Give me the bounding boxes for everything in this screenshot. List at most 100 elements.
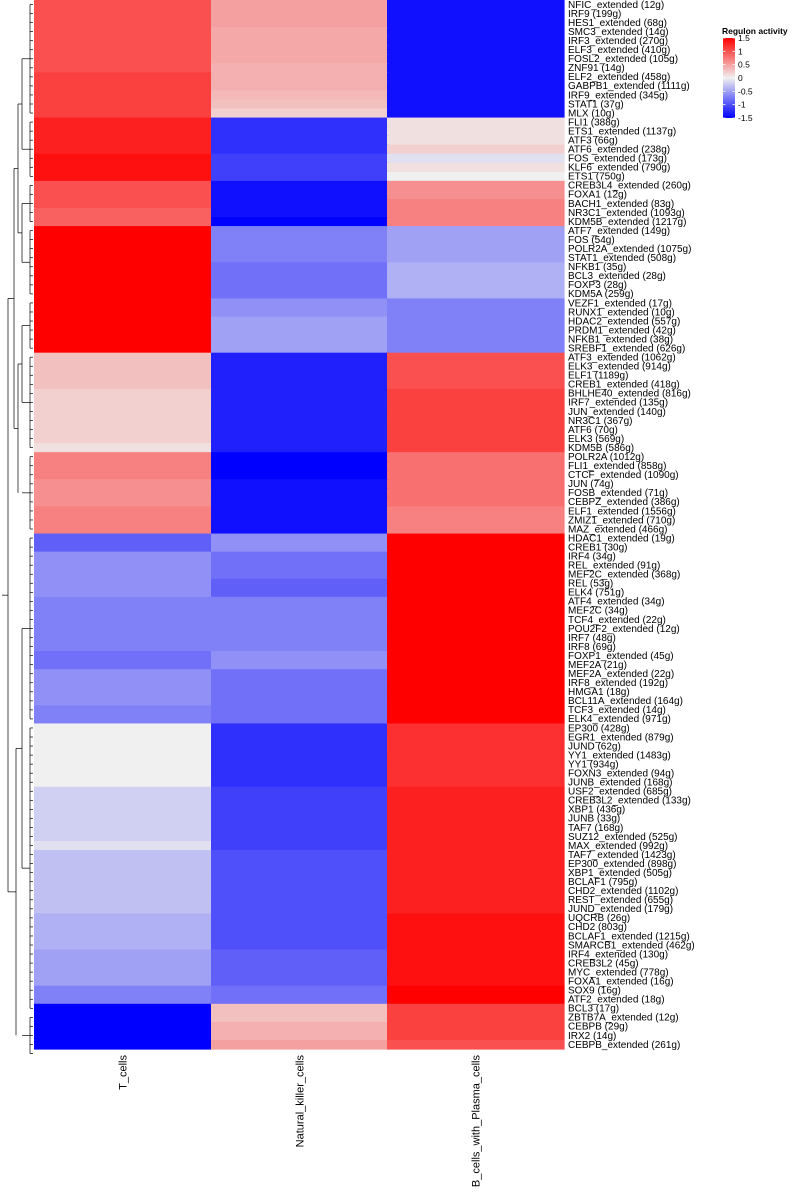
heatmap-cell: [387, 605, 565, 616]
row-label: HMGA1 (18g): [568, 687, 630, 698]
row-labels: NFIC_extended (12g)IRF9 (199g)HES1_exten…: [568, 0, 695, 1051]
heatmap-cell: [211, 578, 389, 589]
heatmap-cell: [34, 280, 212, 290]
heatmap-cell: [34, 732, 212, 743]
heatmap-cell: [387, 63, 565, 73]
row-label: BACH1_extended (83g): [568, 199, 674, 210]
heatmap-cell: [34, 822, 212, 833]
heatmap-cell: [34, 388, 212, 399]
color-legend: Regulon activity 1.5 1 0.5 0 -0.5 -1 -1.5: [722, 26, 788, 123]
row-label: ATF4_extended (34g): [568, 597, 665, 608]
heatmap-cell: [211, 877, 389, 887]
heatmap-cell: [34, 660, 212, 670]
heatmap-cell: [34, 135, 212, 146]
heatmap-cell: [34, 397, 212, 408]
row-label: IRF9 (199g): [568, 9, 621, 20]
heatmap-cell: [211, 189, 389, 200]
heatmap-cell: [34, 1003, 212, 1014]
row-label: XBP1_extended (505g): [568, 868, 672, 879]
heatmap-cell: [211, 813, 389, 824]
heatmap-cell: [34, 226, 212, 236]
heatmap-cell: [34, 506, 212, 517]
heatmap-cell: [387, 90, 565, 101]
heatmap-cell: [387, 660, 565, 670]
heatmap-cell: [34, 443, 212, 453]
heatmap-cell: [387, 253, 565, 263]
row-label: MYC_extended (778g): [568, 967, 669, 978]
heatmap-cell: [34, 72, 212, 82]
heatmap-cell: [211, 913, 389, 923]
heatmap-cell: [387, 850, 565, 860]
row-label: UQCRB (26g): [568, 913, 630, 924]
heatmap-cell: [387, 696, 565, 706]
heatmap-cell: [211, 198, 389, 209]
heatmap-cell: [211, 271, 389, 281]
heatmap-cell: [387, 633, 565, 643]
heatmap-cell: [387, 298, 565, 309]
heatmap-cell: [211, 506, 389, 517]
heatmap-cell: [211, 623, 389, 634]
heatmap-cell: [34, 217, 212, 227]
heatmap-cell: [211, 452, 389, 462]
heatmap-cell: [34, 452, 212, 462]
heatmap-cell: [211, 642, 389, 652]
column-label: Natural_killer_cells: [295, 1055, 307, 1148]
heatmap-cell: [387, 515, 565, 526]
heatmap-cell: [211, 605, 389, 616]
row-label: CHD2_extended (1102g): [568, 886, 678, 897]
heatmap-cell: [34, 497, 212, 508]
heatmap-cell: [211, 678, 389, 688]
heatmap-cell: [34, 804, 212, 815]
row-label: POLR2A (1012g): [568, 452, 644, 463]
legend-tick-label: 1: [738, 46, 743, 56]
heatmap-cell: [34, 669, 212, 679]
heatmap-cell: [211, 325, 389, 336]
heatmap-cell: [34, 949, 212, 960]
heatmap-cell: [387, 244, 565, 254]
column-labels: T_cells Natural_killer_cells B_cells_with_…: [118, 1055, 483, 1188]
heatmap-cell: [211, 1012, 389, 1023]
heatmap-cell: [34, 651, 212, 661]
heatmap-cell: [34, 605, 212, 616]
heatmap-cell: [34, 533, 212, 544]
heatmap-cell: [387, 307, 565, 318]
row-label: IRX2 (14g): [568, 1031, 616, 1042]
heatmap-cell: [387, 587, 565, 598]
heatmap-cell: [34, 587, 212, 598]
heatmap-cell: [387, 189, 565, 200]
heatmap-cell: [34, 1021, 212, 1032]
heatmap-cell: [211, 614, 389, 625]
heatmap-cell: [211, 786, 389, 797]
heatmap-cell: [387, 397, 565, 408]
heatmap-cell: [211, 994, 389, 1005]
row-label: ATF3_extended (1062g): [568, 353, 676, 364]
heatmap-cell: [211, 280, 389, 290]
heatmap-cell: [34, 488, 212, 498]
heatmap-cell: [387, 958, 565, 969]
row-label: ELF2_extended (458g): [568, 72, 670, 83]
heatmap-cell: [211, 207, 389, 218]
heatmap-cell: [387, 1030, 565, 1041]
heatmap-cell: [387, 714, 565, 725]
heatmap-cell: [211, 90, 389, 101]
heatmap-cell: [211, 81, 389, 92]
heatmap-cell: [34, 189, 212, 200]
heatmap-cell: [34, 614, 212, 625]
heatmap-cell: [387, 678, 565, 688]
heatmap-cell: [387, 27, 565, 37]
row-label: FOXN3_extended (94g): [568, 769, 674, 780]
heatmap-cell: [387, 949, 565, 960]
row-label: JUND (62g): [568, 741, 621, 752]
row-label: TAF7_extended (1423g): [568, 850, 676, 861]
heatmap-cell: [34, 126, 212, 137]
row-label: REST_extended (655g): [568, 895, 673, 906]
heatmap-cell: [387, 443, 565, 453]
heatmap-cell: [34, 1039, 212, 1050]
heatmap-cell: [387, 705, 565, 716]
row-label: KDM5A (259g): [568, 289, 634, 300]
heatmap-cell: [211, 1003, 389, 1014]
heatmap-cell: [387, 750, 565, 761]
heatmap-cell: [387, 343, 565, 354]
heatmap-cell: [211, 63, 389, 73]
heatmap-cell: [211, 72, 389, 82]
